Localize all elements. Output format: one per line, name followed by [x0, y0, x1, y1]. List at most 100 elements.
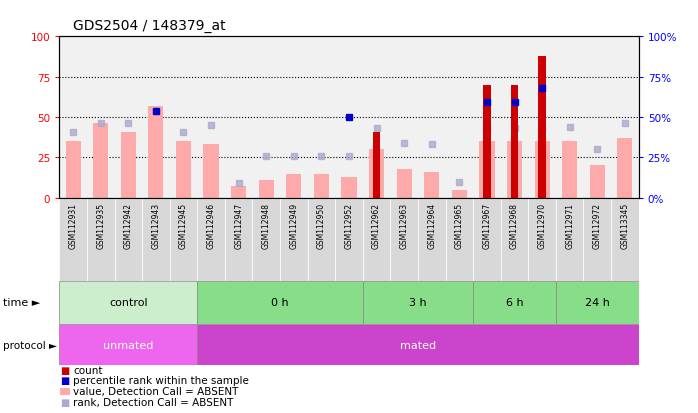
- Bar: [59, 198, 87, 281]
- Bar: [562, 142, 577, 198]
- Bar: [114, 198, 142, 281]
- Bar: [59, 324, 198, 366]
- Text: GDS2504 / 148379_at: GDS2504 / 148379_at: [73, 19, 226, 33]
- Bar: [204, 145, 218, 198]
- Bar: [556, 281, 639, 324]
- Text: count: count: [73, 365, 103, 375]
- Bar: [114, 37, 142, 198]
- Bar: [253, 198, 280, 281]
- Text: ■: ■: [60, 365, 70, 375]
- Bar: [473, 281, 556, 324]
- Text: 3 h: 3 h: [409, 297, 426, 308]
- Bar: [66, 142, 81, 198]
- Bar: [538, 57, 546, 198]
- Bar: [87, 198, 114, 281]
- Text: GSM112942: GSM112942: [124, 202, 133, 248]
- Bar: [507, 142, 522, 198]
- Bar: [390, 37, 418, 198]
- Bar: [142, 198, 170, 281]
- Bar: [341, 177, 357, 198]
- Text: GSM112935: GSM112935: [96, 202, 105, 248]
- Bar: [363, 281, 473, 324]
- Text: time ►: time ►: [3, 297, 40, 308]
- Bar: [390, 198, 418, 281]
- Text: GSM112963: GSM112963: [400, 202, 408, 248]
- Text: GSM112964: GSM112964: [427, 202, 436, 248]
- Bar: [335, 198, 363, 281]
- Bar: [535, 142, 550, 198]
- Bar: [280, 37, 308, 198]
- Bar: [445, 198, 473, 281]
- Bar: [253, 37, 280, 198]
- Bar: [584, 198, 611, 281]
- Bar: [500, 198, 528, 281]
- Bar: [308, 37, 335, 198]
- Bar: [198, 281, 363, 324]
- Text: 24 h: 24 h: [585, 297, 610, 308]
- Bar: [452, 190, 467, 198]
- Bar: [483, 85, 491, 198]
- Text: rank, Detection Call = ABSENT: rank, Detection Call = ABSENT: [73, 397, 234, 407]
- Text: GSM112946: GSM112946: [207, 202, 216, 248]
- Text: unmated: unmated: [103, 340, 154, 350]
- Bar: [148, 107, 163, 198]
- Text: ■: ■: [60, 397, 70, 407]
- Text: GSM112971: GSM112971: [565, 202, 574, 248]
- Bar: [511, 85, 519, 198]
- Bar: [286, 174, 302, 198]
- Bar: [363, 198, 390, 281]
- Bar: [369, 150, 384, 198]
- Bar: [198, 324, 639, 366]
- Bar: [59, 281, 198, 324]
- Bar: [198, 37, 225, 198]
- Bar: [556, 198, 584, 281]
- Bar: [198, 198, 225, 281]
- Text: value, Detection Call = ABSENT: value, Detection Call = ABSENT: [73, 386, 239, 396]
- Bar: [170, 198, 198, 281]
- Bar: [500, 37, 528, 198]
- Bar: [418, 198, 445, 281]
- Bar: [308, 198, 335, 281]
- Text: GSM112949: GSM112949: [290, 202, 298, 248]
- Bar: [280, 198, 308, 281]
- Bar: [142, 37, 170, 198]
- Text: GSM112968: GSM112968: [510, 202, 519, 248]
- Text: ■: ■: [60, 375, 70, 385]
- Bar: [480, 142, 494, 198]
- Bar: [528, 37, 556, 198]
- Text: GSM112952: GSM112952: [345, 202, 353, 248]
- Bar: [590, 166, 605, 198]
- Bar: [396, 169, 412, 198]
- Text: mated: mated: [400, 340, 436, 350]
- Bar: [59, 37, 87, 198]
- Bar: [611, 198, 639, 281]
- Text: GSM112965: GSM112965: [455, 202, 464, 248]
- Bar: [259, 180, 274, 198]
- Text: GSM112967: GSM112967: [482, 202, 491, 248]
- Bar: [225, 37, 253, 198]
- Text: GSM112943: GSM112943: [151, 202, 161, 248]
- Bar: [170, 37, 198, 198]
- Text: GSM113345: GSM113345: [621, 202, 630, 249]
- Bar: [93, 124, 108, 198]
- Bar: [121, 132, 136, 198]
- Bar: [584, 37, 611, 198]
- Bar: [424, 173, 439, 198]
- Bar: [528, 198, 556, 281]
- Text: GSM112962: GSM112962: [372, 202, 381, 248]
- Bar: [611, 37, 639, 198]
- Bar: [314, 174, 329, 198]
- Text: GSM112948: GSM112948: [262, 202, 271, 248]
- Bar: [225, 198, 253, 281]
- Bar: [473, 198, 500, 281]
- Text: percentile rank within the sample: percentile rank within the sample: [73, 375, 249, 385]
- Text: GSM112945: GSM112945: [179, 202, 188, 248]
- Bar: [373, 132, 380, 198]
- Bar: [363, 37, 390, 198]
- Text: 6 h: 6 h: [506, 297, 524, 308]
- Bar: [87, 37, 114, 198]
- Bar: [176, 142, 191, 198]
- Text: GSM112950: GSM112950: [317, 202, 326, 248]
- Text: GSM112931: GSM112931: [68, 202, 77, 248]
- Text: control: control: [109, 297, 147, 308]
